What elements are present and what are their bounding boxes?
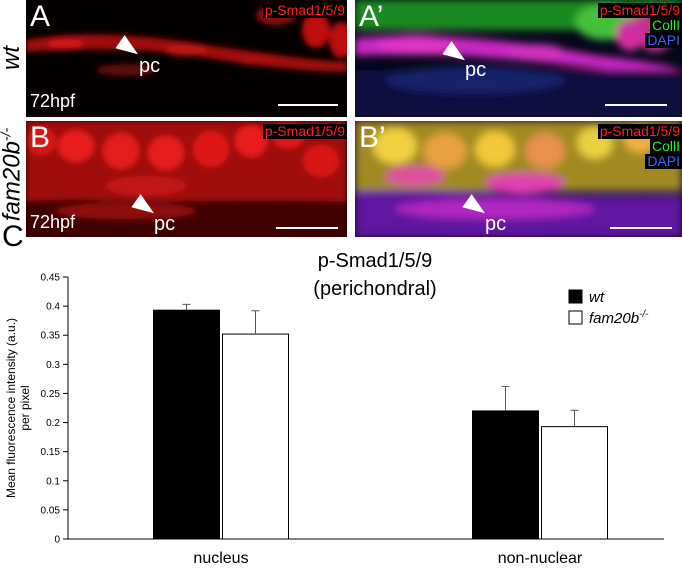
panel-b-scale-bar xyxy=(276,227,338,229)
y-tick-label: 0.1 xyxy=(46,476,60,487)
y-tick-label: 0.3 xyxy=(46,360,60,371)
y-tick-label: 0.05 xyxy=(41,505,61,516)
bar xyxy=(153,309,220,540)
panel-a-letter: A xyxy=(30,0,51,33)
panel-a-time-label: 72hpf xyxy=(30,91,76,111)
panel-a-prime-dapi-label: DAPI xyxy=(645,32,682,48)
y-axis-label: Mean fluorescence intensity (a.u.) xyxy=(4,318,18,498)
bar-chart: 0 0.05 0.1 0.15 0.2 0.25 0.3 0.35 0.4 0.45 Mean fl… xyxy=(4,250,664,567)
bar xyxy=(541,426,608,540)
panel-a-prime-micrograph xyxy=(355,0,682,117)
panel-b-prime-marker-label: p-Smad1/5/9 xyxy=(597,123,682,139)
chart-subtitle: (perichondral) xyxy=(313,278,436,300)
panel-b-micrograph xyxy=(26,121,347,237)
panel-a-prime-marker-label: p-Smad1/5/9 xyxy=(597,2,682,18)
bar xyxy=(472,410,539,540)
x-tick-label: nucleus xyxy=(193,550,248,567)
y-tick-label: 0 xyxy=(54,535,60,546)
panel-b-prime-letter: B’ xyxy=(359,121,386,154)
legend-label: wt xyxy=(589,289,605,306)
legend-label: fam20b-/- xyxy=(589,309,649,327)
panel-a-prime-pc-label: pc xyxy=(465,59,487,81)
panel-b-prime-scale-bar xyxy=(610,227,672,229)
legend-swatch xyxy=(568,310,583,325)
y-tick-label: 0.35 xyxy=(41,331,61,342)
y-axis-label-line2: per pixel xyxy=(18,385,32,430)
panel-b-time-label: 72hpf xyxy=(30,212,76,232)
panel-a-pc-label: pc xyxy=(139,55,161,77)
y-tick-label: 0.25 xyxy=(41,389,61,400)
panel-a-micrograph xyxy=(26,0,347,117)
x-tick-label: non-nuclear xyxy=(498,550,583,567)
panel-a-prime-scale-bar xyxy=(605,104,667,106)
panel-a-prime-image: A’ p-Smad1/5/9 CollI DAPI pc xyxy=(355,0,682,117)
y-tick-label: 0.2 xyxy=(46,418,60,429)
y-tick-label: 0.15 xyxy=(41,447,61,458)
panel-a-prime-coll-label: CollI xyxy=(649,17,682,33)
legend-swatch xyxy=(568,289,583,304)
panel-c-letter: C xyxy=(2,220,24,253)
y-tick-label: 0.45 xyxy=(41,273,61,284)
panel-b-marker-label: p-Smad1/5/9 xyxy=(262,123,347,139)
chart-area: 0 0.05 0.1 0.15 0.2 0.25 0.3 0.35 0.4 0.45 Mean fl… xyxy=(0,240,682,567)
y-tick-label: 0.4 xyxy=(46,302,60,313)
panel-b-prime-pc-label: pc xyxy=(485,213,507,235)
panel-b-prime-image: B’ p-Smad1/5/9 CollI DAPI pc xyxy=(355,121,682,237)
panel-b-pc-label: pc xyxy=(154,213,176,235)
panel-b-prime-dapi-label: DAPI xyxy=(645,153,682,169)
panel-a-scale-bar xyxy=(278,104,338,106)
chart-title: p-Smad1/5/9 xyxy=(318,250,433,272)
panel-b-letter: B xyxy=(30,121,51,154)
bar xyxy=(222,333,289,540)
panel-a-marker-label: p-Smad1/5/9 xyxy=(262,2,347,18)
row-label-wt: wt xyxy=(0,46,25,70)
panel-b-image: B p-Smad1/5/9 pc 72hpf xyxy=(26,121,347,237)
panel-a-prime-letter: A’ xyxy=(359,0,384,33)
panel-a-image: A p-Smad1/5/9 pc 72hpf xyxy=(26,0,347,117)
row-label-fam20b: fam20b-/- xyxy=(0,127,26,222)
panel-b-prime-coll-label: CollI xyxy=(649,138,682,154)
